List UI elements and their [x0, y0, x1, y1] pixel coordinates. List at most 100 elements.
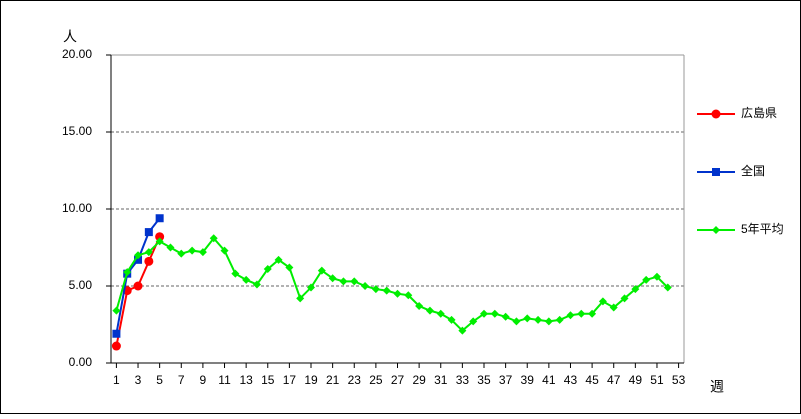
marker — [350, 277, 359, 286]
marker — [307, 283, 316, 292]
y-tick-label: 10.00 — [62, 201, 92, 215]
x-tick-label: 29 — [412, 373, 426, 387]
x-tick-label: 3 — [135, 373, 142, 387]
marker — [155, 214, 164, 223]
marker — [404, 291, 413, 300]
marker — [382, 286, 391, 295]
marker — [144, 228, 153, 237]
marker — [177, 249, 186, 258]
x-tick-label: 23 — [348, 373, 362, 387]
x-tick-label: 9 — [200, 373, 207, 387]
marker — [134, 255, 143, 264]
marker — [458, 326, 467, 335]
marker — [123, 268, 132, 277]
marker — [231, 269, 240, 278]
x-tick-label: 19 — [304, 373, 318, 387]
x-tick-label: 27 — [391, 373, 405, 387]
x-tick-label: 51 — [650, 373, 664, 387]
marker — [490, 309, 499, 318]
x-tick-label: 31 — [434, 373, 448, 387]
x-tick-label: 41 — [542, 373, 556, 387]
marker — [112, 329, 121, 338]
marker — [588, 309, 597, 318]
marker — [436, 309, 445, 318]
marker — [252, 280, 261, 289]
x-tick-label: 35 — [477, 373, 491, 387]
series-line — [115, 236, 669, 333]
marker — [371, 285, 380, 294]
x-tick-label: 37 — [499, 373, 513, 387]
marker — [134, 251, 143, 260]
marker — [144, 256, 154, 266]
marker — [328, 274, 337, 283]
marker — [317, 266, 326, 275]
marker — [155, 237, 164, 246]
marker — [501, 312, 510, 321]
y-axis-label: 人 — [63, 29, 77, 45]
legend-marker — [712, 226, 720, 234]
marker — [415, 302, 424, 311]
x-tick-label: 13 — [239, 373, 253, 387]
marker — [133, 281, 143, 291]
marker — [242, 275, 251, 284]
x-tick-label: 33 — [456, 373, 470, 387]
marker — [598, 297, 607, 306]
y-tick-label: 0.00 — [69, 355, 93, 369]
marker — [663, 283, 672, 292]
marker — [620, 294, 629, 303]
x-tick-label: 1 — [113, 373, 120, 387]
x-tick-label: 5 — [156, 373, 163, 387]
x-tick-label: 15 — [261, 373, 275, 387]
marker — [111, 341, 121, 351]
marker — [652, 272, 661, 281]
x-tick-label: 11 — [218, 373, 231, 387]
marker — [339, 277, 348, 286]
y-tick-label: 5.00 — [69, 278, 93, 292]
marker — [296, 294, 305, 303]
x-axis-label: 週 — [710, 379, 724, 395]
y-tick-label: 20.00 — [62, 47, 92, 61]
marker — [155, 232, 165, 242]
x-tick-label: 39 — [521, 373, 535, 387]
marker — [274, 255, 283, 264]
marker — [479, 309, 488, 318]
legend-label: 広島県 — [741, 105, 777, 120]
x-tick-label: 25 — [369, 373, 383, 387]
marker — [220, 246, 229, 255]
marker — [512, 317, 521, 326]
marker — [263, 265, 272, 274]
marker — [566, 311, 575, 320]
marker — [447, 315, 456, 324]
marker — [523, 314, 532, 323]
marker — [642, 275, 651, 284]
legend-label: 全国 — [741, 163, 765, 178]
marker — [393, 289, 402, 298]
marker — [361, 282, 370, 290]
marker — [555, 315, 564, 324]
marker — [188, 246, 197, 255]
marker — [544, 317, 553, 326]
legend-marker — [711, 109, 721, 119]
marker — [285, 263, 294, 272]
marker — [577, 309, 586, 318]
x-tick-label: 21 — [326, 373, 340, 387]
marker — [198, 248, 207, 257]
x-tick-label: 17 — [283, 373, 297, 387]
x-tick-label: 49 — [629, 373, 643, 387]
x-tick-label: 7 — [178, 373, 185, 387]
marker — [469, 317, 478, 326]
marker — [534, 315, 543, 324]
marker — [112, 306, 121, 315]
x-tick-label: 43 — [564, 373, 578, 387]
y-tick-label: 15.00 — [62, 124, 92, 138]
x-tick-label: 45 — [585, 373, 599, 387]
legend-label: 5年平均 — [741, 222, 784, 236]
marker — [166, 243, 175, 252]
marker — [209, 234, 218, 243]
marker — [144, 248, 153, 257]
marker — [425, 306, 434, 315]
marker — [609, 303, 618, 312]
marker — [631, 285, 640, 294]
